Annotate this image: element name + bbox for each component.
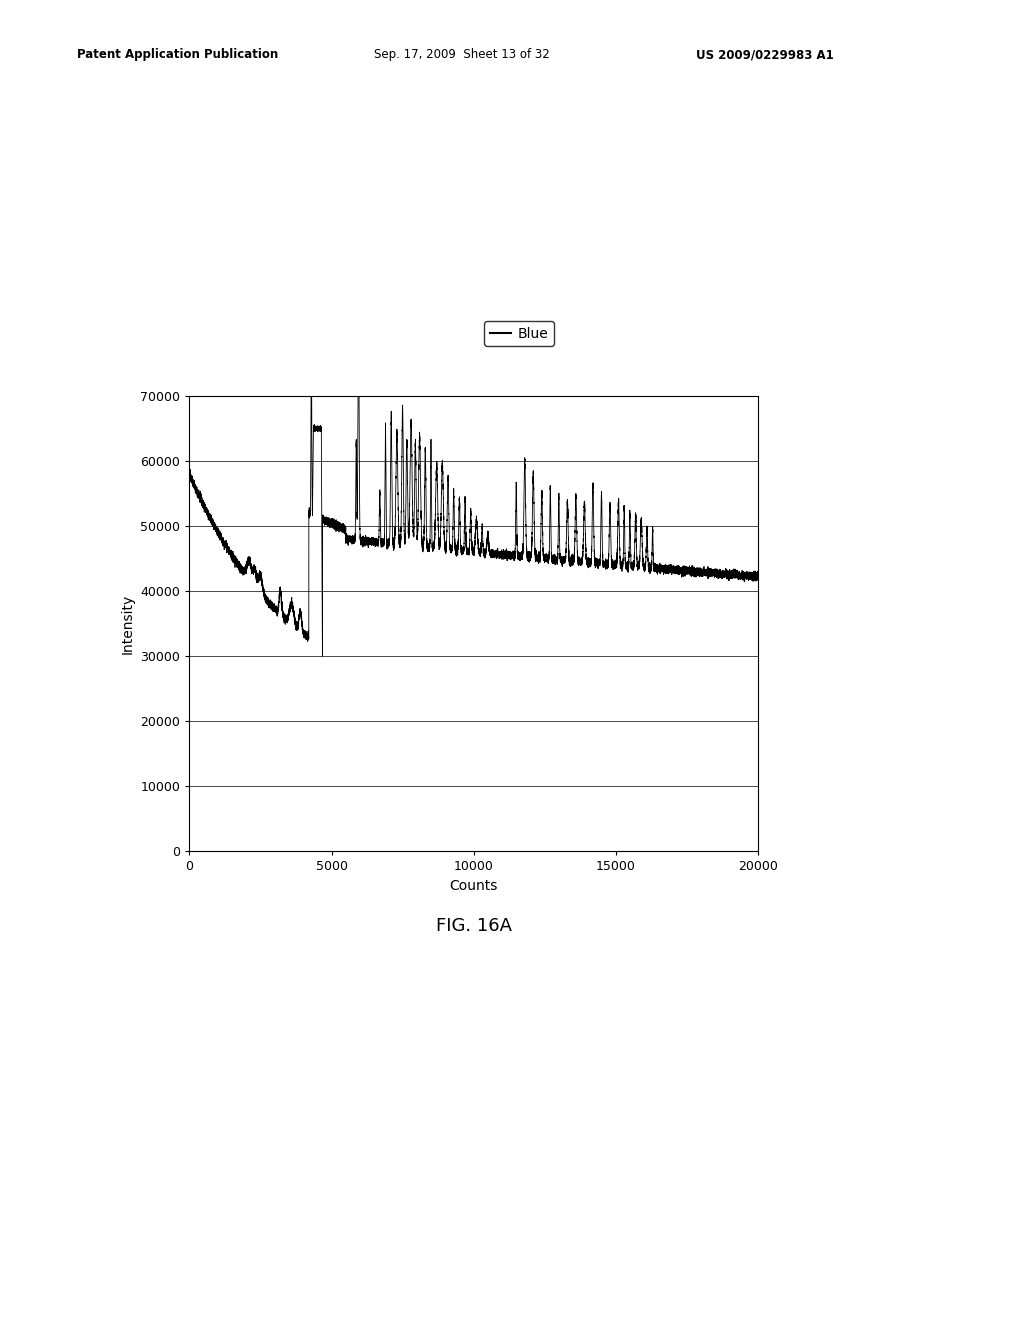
Text: FIG. 16A: FIG. 16A xyxy=(436,916,512,935)
X-axis label: Counts: Counts xyxy=(450,879,498,894)
Text: Sep. 17, 2009  Sheet 13 of 32: Sep. 17, 2009 Sheet 13 of 32 xyxy=(374,48,550,61)
Text: Patent Application Publication: Patent Application Publication xyxy=(77,48,279,61)
Legend: Blue: Blue xyxy=(484,321,554,346)
Y-axis label: Intensity: Intensity xyxy=(121,594,135,653)
Text: US 2009/0229983 A1: US 2009/0229983 A1 xyxy=(696,48,835,61)
